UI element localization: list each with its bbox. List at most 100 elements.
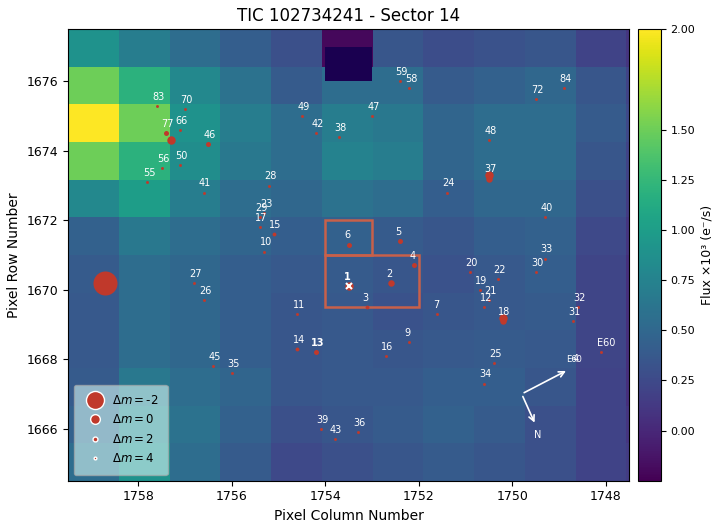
- Point: [174, 126, 186, 134]
- Text: 28: 28: [264, 171, 276, 181]
- Point: [343, 282, 354, 290]
- Point: [99, 279, 111, 287]
- Text: 16: 16: [382, 341, 394, 351]
- Text: 25: 25: [489, 349, 501, 358]
- Text: 59: 59: [395, 67, 408, 77]
- Point: [258, 248, 270, 256]
- Text: 18: 18: [498, 307, 510, 317]
- Text: 24: 24: [442, 178, 454, 188]
- Point: [488, 358, 500, 367]
- Legend: $\Delta m = $-2, $\Delta m = $0, $\Delta m = $2, $\Delta m = $4: $\Delta m = $-2, $\Delta m = $0, $\Delta…: [74, 384, 168, 475]
- Point: [483, 296, 495, 304]
- Point: [315, 425, 326, 433]
- Text: 84: 84: [559, 74, 572, 84]
- Text: 23: 23: [260, 199, 272, 209]
- Point: [567, 317, 579, 325]
- Text: 46: 46: [204, 130, 216, 140]
- Text: 38: 38: [335, 123, 347, 133]
- Point: [483, 171, 495, 179]
- Point: [385, 279, 397, 287]
- Point: [161, 129, 172, 138]
- Text: 1: 1: [344, 272, 351, 282]
- Text: 27: 27: [189, 269, 202, 279]
- Text: 41: 41: [199, 178, 211, 188]
- Text: 22: 22: [494, 265, 506, 275]
- Text: 29: 29: [255, 202, 267, 213]
- Text: 48: 48: [485, 126, 497, 136]
- Text: 49: 49: [297, 102, 310, 112]
- Point: [198, 296, 210, 304]
- Point: [174, 161, 186, 169]
- Text: 6: 6: [344, 231, 350, 241]
- Point: [292, 310, 303, 319]
- Text: 36: 36: [354, 418, 366, 428]
- Point: [479, 379, 490, 388]
- Point: [202, 139, 214, 148]
- Point: [343, 241, 354, 249]
- Point: [479, 303, 490, 311]
- Point: [329, 435, 341, 443]
- Point: [558, 84, 570, 93]
- Text: 12: 12: [480, 293, 492, 303]
- Point: [310, 129, 322, 138]
- Text: 10: 10: [260, 237, 272, 248]
- Text: 7: 7: [433, 300, 439, 310]
- Point: [404, 338, 415, 346]
- Text: 13: 13: [311, 338, 325, 348]
- Point: [258, 209, 270, 218]
- Point: [296, 112, 307, 120]
- Text: 42: 42: [311, 119, 323, 129]
- Text: 32: 32: [573, 293, 585, 303]
- Point: [595, 348, 607, 357]
- Point: [483, 174, 495, 183]
- Text: 5: 5: [395, 227, 402, 237]
- Point: [498, 313, 509, 322]
- Text: 37: 37: [485, 164, 497, 174]
- Point: [380, 351, 392, 360]
- Point: [310, 348, 322, 357]
- Text: 21: 21: [485, 286, 497, 296]
- Point: [432, 310, 444, 319]
- Text: 72: 72: [531, 85, 544, 94]
- Point: [254, 213, 266, 221]
- X-axis label: Pixel Column Number: Pixel Column Number: [274, 509, 423, 523]
- Point: [268, 230, 279, 239]
- Point: [292, 344, 303, 353]
- Y-axis label: Flux ×10³ (e⁻/s): Flux ×10³ (e⁻/s): [701, 205, 714, 305]
- Point: [539, 213, 551, 221]
- Point: [361, 303, 373, 311]
- Text: 30: 30: [531, 258, 544, 268]
- Text: 58: 58: [405, 74, 417, 84]
- Point: [333, 132, 345, 141]
- Text: 4: 4: [572, 355, 579, 365]
- Text: 2: 2: [386, 269, 392, 279]
- Point: [352, 428, 364, 436]
- Point: [530, 94, 541, 103]
- Text: 14: 14: [292, 334, 305, 344]
- Text: 40: 40: [541, 202, 553, 213]
- Text: 56: 56: [157, 154, 169, 164]
- Point: [142, 178, 153, 187]
- Text: 39: 39: [316, 414, 328, 425]
- Text: E60: E60: [597, 338, 615, 348]
- Point: [226, 369, 238, 377]
- Point: [254, 223, 266, 232]
- Point: [498, 317, 509, 325]
- Text: 50: 50: [176, 151, 188, 161]
- Bar: [325, 255, 419, 307]
- Text: 83: 83: [152, 92, 164, 102]
- Point: [539, 254, 551, 263]
- Text: 17: 17: [255, 213, 267, 223]
- Text: 31: 31: [569, 307, 581, 317]
- Point: [189, 279, 200, 287]
- Text: 19: 19: [475, 276, 487, 286]
- Point: [530, 268, 541, 277]
- Point: [404, 84, 415, 93]
- Bar: [325, 47, 372, 82]
- Text: 4: 4: [410, 251, 415, 261]
- Point: [179, 105, 191, 113]
- Point: [395, 77, 406, 86]
- Text: 47: 47: [367, 102, 379, 112]
- Text: 20: 20: [466, 258, 478, 268]
- Text: 15: 15: [269, 220, 282, 230]
